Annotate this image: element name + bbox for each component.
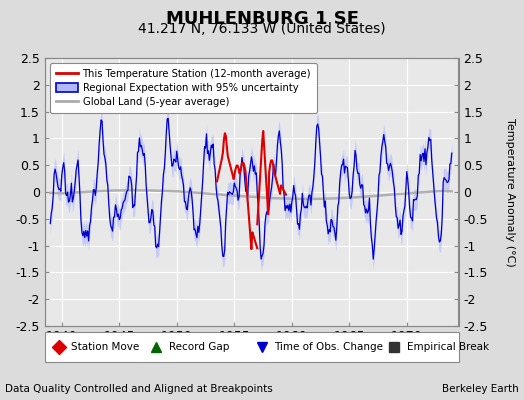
Text: Data Quality Controlled and Aligned at Breakpoints: Data Quality Controlled and Aligned at B… [5, 384, 273, 394]
Text: Berkeley Earth: Berkeley Earth [442, 384, 519, 394]
Text: Empirical Break: Empirical Break [407, 342, 489, 352]
FancyBboxPatch shape [45, 332, 459, 362]
Text: Station Move: Station Move [71, 342, 140, 352]
Legend: This Temperature Station (12-month average), Regional Expectation with 95% uncer: This Temperature Station (12-month avera… [50, 63, 317, 113]
Text: Time of Obs. Change: Time of Obs. Change [274, 342, 383, 352]
Text: 41.217 N, 76.133 W (United States): 41.217 N, 76.133 W (United States) [138, 22, 386, 36]
Y-axis label: Temperature Anomaly (°C): Temperature Anomaly (°C) [505, 118, 515, 266]
Text: MUHLENBURG 1 SE: MUHLENBURG 1 SE [166, 10, 358, 28]
Text: Record Gap: Record Gap [169, 342, 229, 352]
